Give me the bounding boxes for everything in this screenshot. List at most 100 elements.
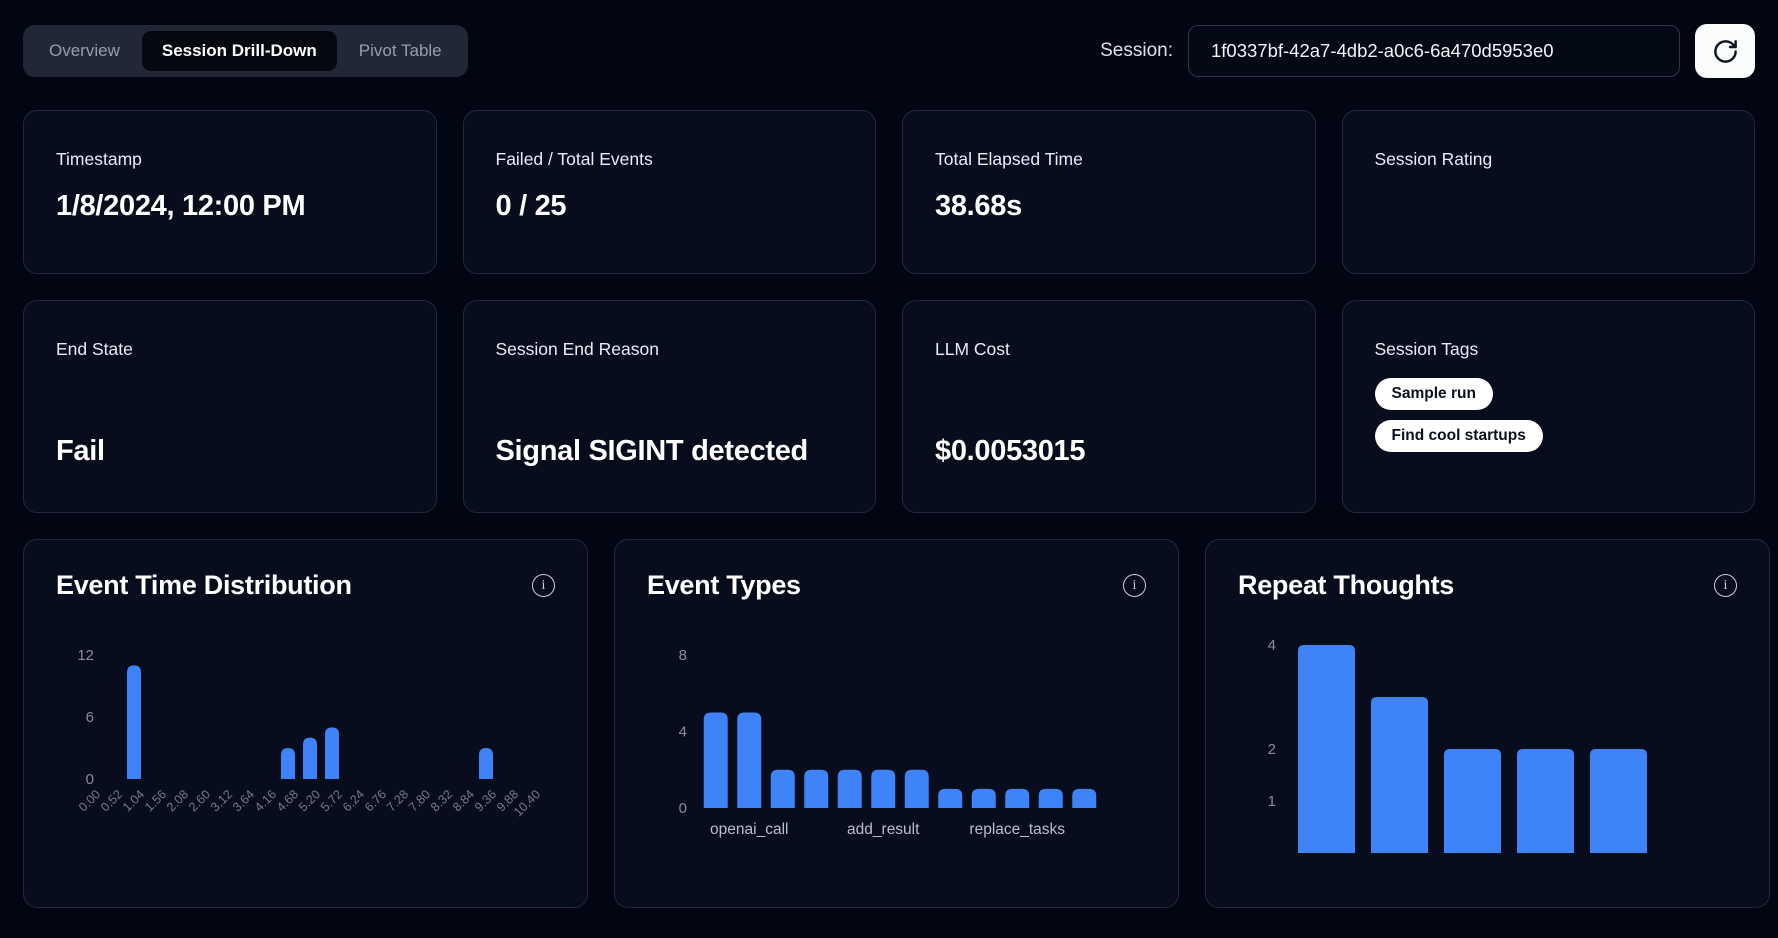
- stat-card-timestamp: Timestamp 1/8/2024, 12:00 PM: [23, 110, 437, 274]
- chart-title: Repeat Thoughts: [1238, 570, 1454, 600]
- x-axis-tick: 9.36: [472, 787, 499, 814]
- chart-header: Event Time Distribution i: [56, 570, 555, 601]
- x-axis-tick: 1.04: [120, 787, 147, 814]
- x-axis-tick: 0.00: [76, 787, 103, 814]
- charts-row: Event Time Distribution i 0 6 12 0.00 0.52 1.04…: [23, 539, 1770, 908]
- chart-card-event-time-distribution: Event Time Distribution i 0 6 12 0.00 0.52 1.04…: [23, 539, 588, 908]
- bar[interactable]: [281, 748, 295, 779]
- session-tag: Find cool startups: [1374, 420, 1543, 452]
- session-tag-list: Sample run Find cool startups: [1374, 378, 1723, 452]
- stat-card-total-elapsed-time: Total Elapsed Time 38.68s: [902, 110, 1316, 274]
- bar[interactable]: [770, 769, 795, 808]
- bar[interactable]: [127, 665, 141, 779]
- bar[interactable]: [837, 769, 862, 808]
- x-axis-tick: 3.64: [230, 787, 257, 814]
- bar[interactable]: [1072, 788, 1097, 808]
- chart-card-repeat-thoughts: Repeat Thoughts i 1 2 4: [1205, 539, 1770, 908]
- x-axis-tick: 8.84: [450, 787, 477, 814]
- stat-value: Signal SIGINT detected: [495, 434, 809, 467]
- x-axis-tick: 0.52: [98, 787, 125, 814]
- stat-label: Session Rating: [1374, 149, 1493, 169]
- stat-card-llm-cost: LLM Cost $0.0053015: [902, 300, 1316, 513]
- stat-label: Session End Reason: [495, 339, 659, 359]
- stat-value: 38.68s: [935, 190, 1022, 222]
- y-axis-tick: 0: [679, 800, 687, 817]
- x-axis-tick: 1.56: [142, 787, 169, 814]
- bar[interactable]: [1371, 697, 1428, 853]
- stat-value: 0 / 25: [495, 190, 567, 222]
- y-axis-tick: 4: [1268, 637, 1276, 654]
- bar[interactable]: [1038, 788, 1063, 808]
- stat-value: $0.0053015: [935, 434, 1086, 467]
- bar[interactable]: [1590, 749, 1647, 853]
- stat-card-failed-total-events: Failed / Total Events 0 / 25: [462, 110, 876, 274]
- top-bar: Overview Session Drill-Down Pivot Table Se…: [23, 24, 1755, 78]
- y-axis-tick: 12: [77, 647, 94, 664]
- x-axis-tick: 6.24: [340, 787, 367, 814]
- stat-label: LLM Cost: [935, 339, 1010, 359]
- y-axis-tick: 4: [679, 724, 687, 741]
- y-axis-tick: 1: [1268, 793, 1276, 810]
- info-icon[interactable]: i: [1123, 574, 1146, 597]
- chart-header: Event Types i: [647, 570, 1146, 601]
- x-axis-tick: 2.60: [186, 787, 213, 814]
- chart-title: Event Time Distribution: [56, 570, 352, 600]
- x-axis-tick: 5.72: [318, 787, 345, 814]
- session-label: Session:: [1100, 40, 1173, 61]
- tab-session-drill-down[interactable]: Session Drill-Down: [141, 31, 337, 71]
- stat-label: Failed / Total Events: [495, 149, 653, 169]
- tab-pivot-table[interactable]: Pivot Table: [358, 41, 442, 60]
- refresh-icon: [1713, 39, 1737, 63]
- bar[interactable]: [971, 788, 996, 808]
- bar[interactable]: [303, 737, 317, 779]
- bar[interactable]: [1005, 788, 1030, 808]
- stats-row-1: Timestamp 1/8/2024, 12:00 PM Failed / Tota…: [23, 110, 1755, 274]
- x-axis-tick: 7.28: [384, 787, 411, 814]
- bar[interactable]: [703, 712, 728, 809]
- y-axis-tick: 6: [86, 709, 94, 726]
- stat-value: Fail: [56, 434, 105, 467]
- bar-chart-repeat-thoughts: 1 2 4: [1268, 637, 1647, 853]
- info-icon[interactable]: i: [1714, 574, 1737, 597]
- bar[interactable]: [325, 727, 339, 779]
- stat-label: Session Tags: [1374, 339, 1479, 359]
- x-axis-tick: 7.80: [406, 787, 433, 814]
- bar[interactable]: [938, 788, 963, 808]
- bar[interactable]: [804, 769, 829, 808]
- info-icon[interactable]: i: [532, 574, 555, 597]
- stat-card-session-rating: Session Rating: [1341, 110, 1755, 274]
- chart-card-event-types: Event Types i 0 4 8 openai_call add_result repl…: [614, 539, 1179, 908]
- tab-overview[interactable]: Overview: [49, 41, 120, 60]
- stat-card-end-state: End State Fail: [23, 300, 437, 513]
- x-axis-tick: 4.68: [274, 787, 301, 814]
- bar[interactable]: [479, 748, 493, 779]
- bar[interactable]: [904, 769, 929, 808]
- session-selector: Session:: [1100, 24, 1755, 78]
- stats-row-2: End State Fail Session End Reason Signal SI…: [23, 300, 1755, 513]
- x-axis-tick: 4.16: [252, 787, 279, 814]
- refresh-button[interactable]: [1695, 24, 1755, 78]
- x-axis-tick: 2.08: [164, 787, 191, 814]
- stat-label: Timestamp: [56, 149, 142, 169]
- bar-chart-event-time-distribution: 0 6 12 0.000.521.041.562.082.603.123.644.16…: [76, 647, 543, 819]
- bar[interactable]: [1298, 645, 1355, 853]
- stat-value: 1/8/2024, 12:00 PM: [56, 190, 306, 222]
- session-id-input[interactable]: [1188, 25, 1680, 77]
- stat-card-session-end-reason: Session End Reason Signal SIGINT detected: [462, 300, 876, 513]
- bar[interactable]: [737, 712, 762, 809]
- x-axis-tick: openai_call: [710, 821, 788, 838]
- x-axis-tick: 6.76: [362, 787, 389, 814]
- bar[interactable]: [1444, 749, 1501, 853]
- chart-header: Repeat Thoughts i: [1238, 570, 1737, 601]
- y-axis-tick: 2: [1268, 741, 1276, 758]
- x-axis-tick: 8.32: [428, 787, 455, 814]
- session-tag: Sample run: [1374, 378, 1493, 410]
- stat-label: End State: [56, 339, 133, 359]
- bar[interactable]: [871, 769, 896, 808]
- x-axis-tick: 3.12: [208, 787, 235, 814]
- y-axis-tick: 0: [86, 771, 94, 788]
- bar[interactable]: [1517, 749, 1574, 853]
- stat-card-session-tags: Session Tags Sample run Find cool startups: [1341, 300, 1755, 513]
- x-axis-tick: replace_tasks: [969, 821, 1065, 838]
- stat-label: Total Elapsed Time: [935, 149, 1083, 169]
